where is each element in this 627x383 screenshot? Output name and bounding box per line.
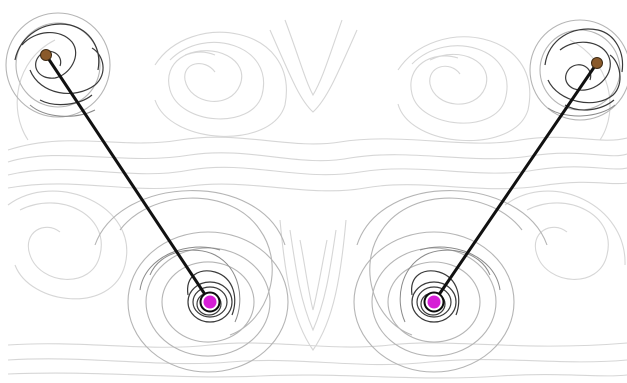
arm-links	[44, 53, 599, 304]
left-pivot-joint	[40, 49, 52, 61]
right-pivot-joint	[591, 57, 603, 69]
arm-pivots	[40, 49, 603, 69]
background-streamlines	[7, 19, 627, 379]
right-end-effector	[427, 295, 441, 309]
dark-streamlines	[14, 23, 624, 323]
left-end-effector	[203, 295, 217, 309]
gray-swirl-streamlines	[29, 104, 616, 323]
right-arm-link	[432, 61, 599, 304]
left-arm-link	[44, 53, 212, 304]
end-effectors	[199, 291, 445, 313]
